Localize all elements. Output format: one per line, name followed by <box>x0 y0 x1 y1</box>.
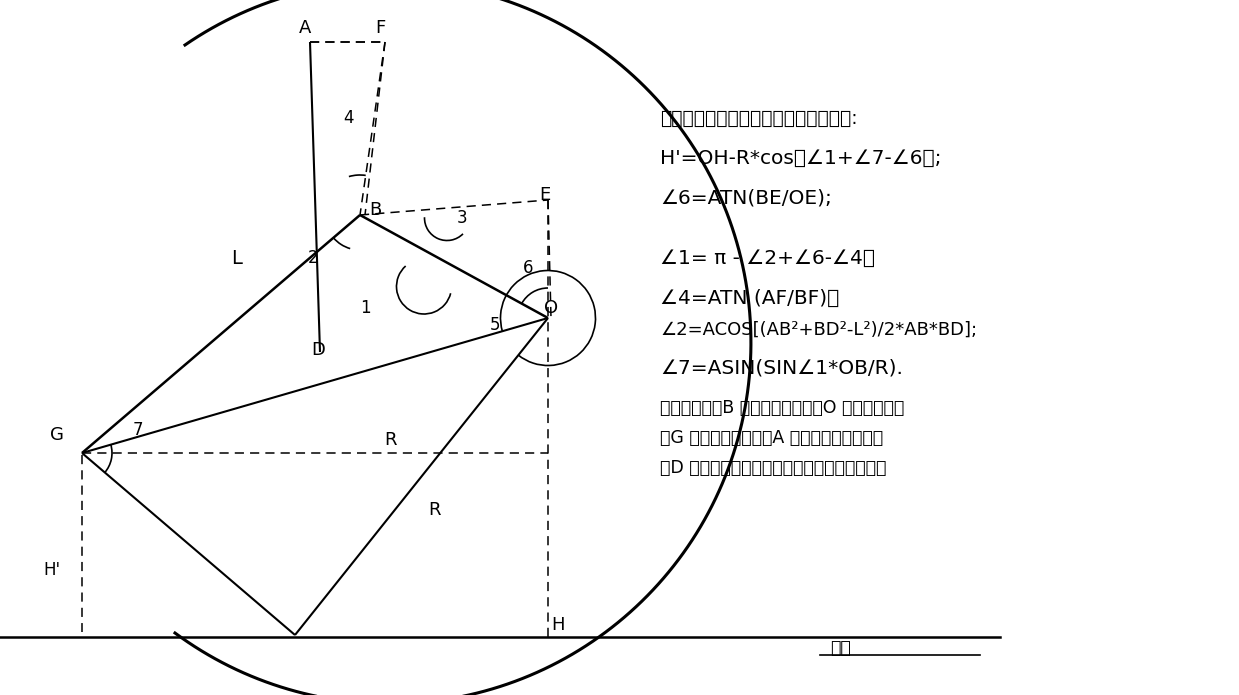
Text: A: A <box>299 19 311 37</box>
Text: 底坎: 底坎 <box>830 639 851 657</box>
Text: ∠2=ACOS[(AB²+BD²-L²)/2*AB*BD];: ∠2=ACOS[(AB²+BD²-L²)/2*AB*BD]; <box>660 321 978 339</box>
Text: 3: 3 <box>457 209 467 227</box>
Text: 5: 5 <box>489 316 501 334</box>
Text: 闸门开度与传感器长度对应关系公式为:: 闸门开度与传感器长度对应关系公式为: <box>660 108 857 127</box>
Text: R: R <box>384 431 396 449</box>
Text: ∠7=ASIN(SIN∠1*OB/R).: ∠7=ASIN(SIN∠1*OB/R). <box>660 359 903 377</box>
Text: 7: 7 <box>133 421 144 439</box>
Text: ∠6=ATN(BE/OE);: ∠6=ATN(BE/OE); <box>660 188 831 208</box>
Text: R: R <box>429 501 441 519</box>
Text: ∠4=ATN (AF/BF)；: ∠4=ATN (AF/BF)； <box>660 288 839 307</box>
Text: O: O <box>544 299 558 317</box>
Text: 点D 为传感器下端固定点，虚线为正交构造线。: 点D 为传感器下端固定点，虚线为正交构造线。 <box>660 459 886 477</box>
Text: 1: 1 <box>359 299 370 317</box>
Text: B: B <box>369 201 382 219</box>
Text: 4: 4 <box>343 109 353 127</box>
Text: 2: 2 <box>307 249 318 267</box>
Text: 注：图中，点B 为油缸上支铰，点O 为闸门支铰座: 注：图中，点B 为油缸上支铰，点O 为闸门支铰座 <box>660 399 904 417</box>
Text: 6: 6 <box>523 259 533 277</box>
Text: G: G <box>50 426 64 444</box>
Text: H: H <box>551 616 565 634</box>
Text: 点G 为油缸下吊头，点A 为传感器上端固定点: 点G 为油缸下吊头，点A 为传感器上端固定点 <box>660 429 883 447</box>
Text: D: D <box>311 341 325 359</box>
Text: E: E <box>539 186 550 204</box>
Text: H': H' <box>43 561 61 579</box>
Text: H'=OH-R*cos（∠1+∠7-∠6）;: H'=OH-R*cos（∠1+∠7-∠6）; <box>660 149 942 167</box>
Text: F: F <box>375 19 385 37</box>
Text: L: L <box>232 249 243 268</box>
Text: ∠1= π - ∠2+∠6-∠4；: ∠1= π - ∠2+∠6-∠4； <box>660 249 875 268</box>
